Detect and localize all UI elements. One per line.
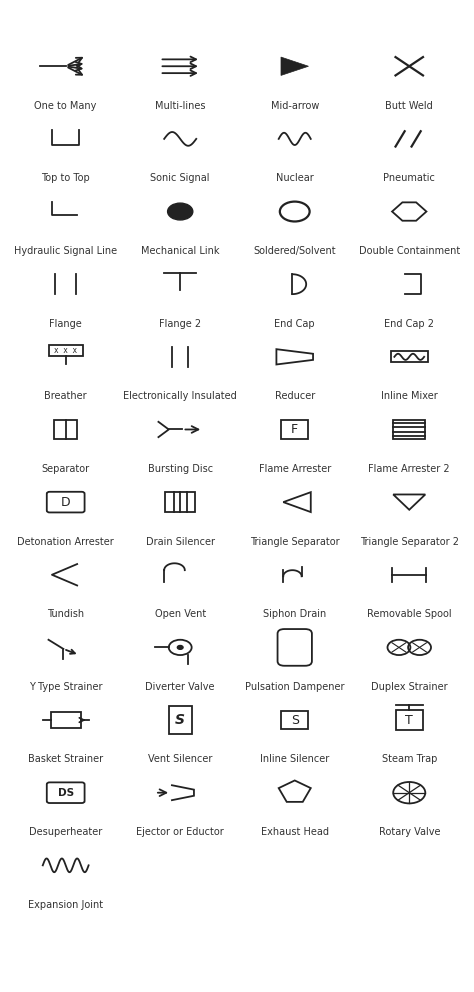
Text: Breather: Breather xyxy=(45,391,87,401)
Text: Nuclear: Nuclear xyxy=(276,174,314,184)
Text: Flame Arrester: Flame Arrester xyxy=(259,464,331,474)
Text: Separator: Separator xyxy=(42,464,90,474)
Bar xyxy=(51,711,81,728)
Text: F: F xyxy=(291,423,298,435)
Text: Open Vent: Open Vent xyxy=(155,609,206,619)
Text: Removable Spool: Removable Spool xyxy=(367,609,452,619)
Bar xyxy=(281,421,309,438)
Text: Duplex Strainer: Duplex Strainer xyxy=(371,682,447,691)
Text: Sonic Signal: Sonic Signal xyxy=(150,174,210,184)
Text: Flame Arrester 2: Flame Arrester 2 xyxy=(368,464,450,474)
Bar xyxy=(48,345,83,356)
Text: Triangle Separator: Triangle Separator xyxy=(250,537,339,547)
Text: Desuperheater: Desuperheater xyxy=(29,827,102,837)
Text: S: S xyxy=(291,713,299,726)
Text: End Cap: End Cap xyxy=(274,318,315,328)
Text: Inline Silencer: Inline Silencer xyxy=(260,755,329,765)
Text: Bursting Disc: Bursting Disc xyxy=(147,464,213,474)
Bar xyxy=(395,710,423,730)
Text: Pulsation Dampener: Pulsation Dampener xyxy=(245,682,345,691)
Text: Expansion Joint: Expansion Joint xyxy=(28,900,103,910)
Text: T: T xyxy=(405,713,413,726)
Text: Steam Trap: Steam Trap xyxy=(382,755,437,765)
Text: Flange 2: Flange 2 xyxy=(159,318,201,328)
Text: Mechanical Link: Mechanical Link xyxy=(141,246,219,256)
Text: Triangle Separator 2: Triangle Separator 2 xyxy=(360,537,459,547)
Text: One to Many: One to Many xyxy=(35,100,97,111)
Circle shape xyxy=(177,646,183,650)
Text: Exhaust Head: Exhaust Head xyxy=(261,827,329,837)
Text: x x x: x x x xyxy=(54,346,77,355)
Bar xyxy=(391,351,428,362)
Text: Ejector or Eductor: Ejector or Eductor xyxy=(137,827,224,837)
Text: Multi-lines: Multi-lines xyxy=(155,100,205,111)
Text: Electronically Insulated: Electronically Insulated xyxy=(123,391,237,401)
Text: Vent Silencer: Vent Silencer xyxy=(148,755,212,765)
Bar xyxy=(393,420,425,439)
Text: Inline Mixer: Inline Mixer xyxy=(381,391,438,401)
Bar xyxy=(169,706,191,734)
Text: Pneumatic: Pneumatic xyxy=(383,174,435,184)
Text: D: D xyxy=(61,496,71,509)
Text: Soldered/Solvent: Soldered/Solvent xyxy=(254,246,336,256)
Text: Siphon Drain: Siphon Drain xyxy=(263,609,327,619)
Text: Y Type Strainer: Y Type Strainer xyxy=(29,682,102,691)
Text: Mid-arrow: Mid-arrow xyxy=(271,100,319,111)
Polygon shape xyxy=(281,58,309,75)
Bar xyxy=(165,492,195,512)
Text: Basket Strainer: Basket Strainer xyxy=(28,755,103,765)
Bar xyxy=(281,711,309,729)
Bar xyxy=(54,420,77,439)
Text: Tundish: Tundish xyxy=(47,609,84,619)
Text: Top to Top: Top to Top xyxy=(41,174,90,184)
Text: Drain Silencer: Drain Silencer xyxy=(146,537,215,547)
Text: Detonation Arrester: Detonation Arrester xyxy=(18,537,114,547)
Text: End Cap 2: End Cap 2 xyxy=(384,318,434,328)
Text: Diverter Valve: Diverter Valve xyxy=(146,682,215,691)
Text: Flange: Flange xyxy=(49,318,82,328)
Text: S: S xyxy=(175,713,185,727)
Circle shape xyxy=(168,203,193,220)
Text: DS: DS xyxy=(58,788,74,798)
Text: Rotary Valve: Rotary Valve xyxy=(379,827,440,837)
Text: Butt Weld: Butt Weld xyxy=(385,100,433,111)
Text: Reducer: Reducer xyxy=(274,391,315,401)
Text: Double Containment: Double Containment xyxy=(359,246,460,256)
Text: Hydraulic Signal Line: Hydraulic Signal Line xyxy=(14,246,117,256)
